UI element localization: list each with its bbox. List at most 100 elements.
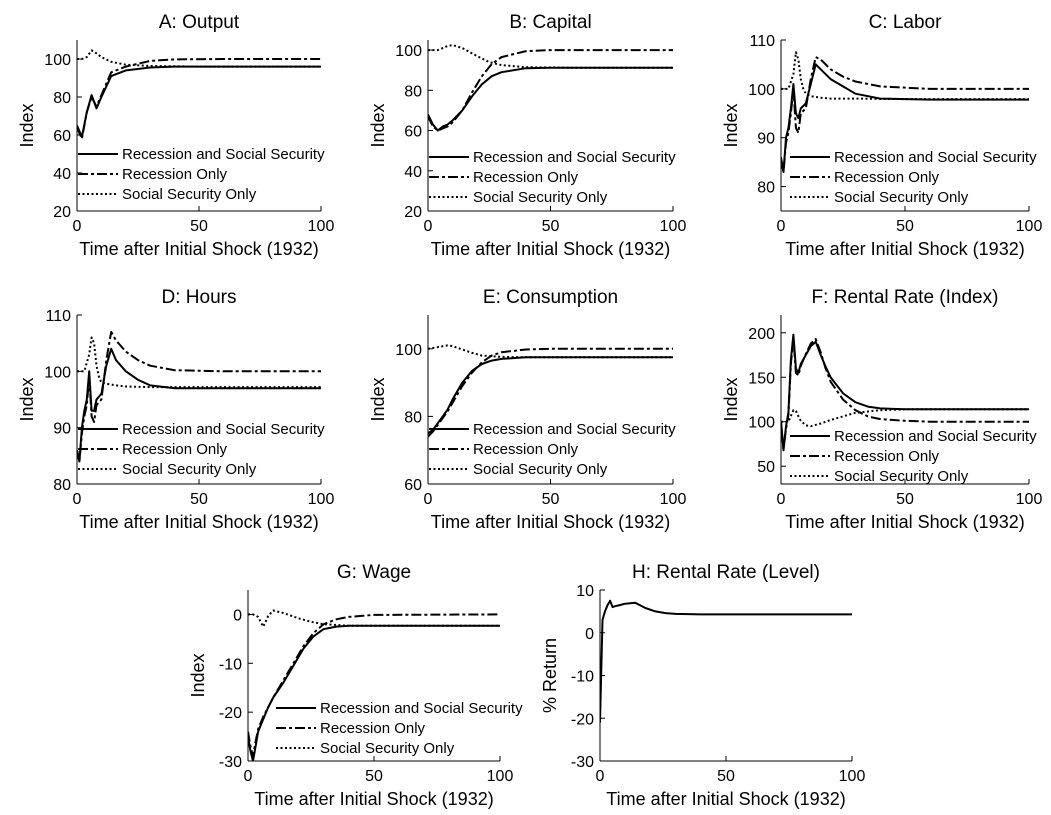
legend-label: Social Security Only bbox=[473, 461, 608, 478]
y-axis-label: Index bbox=[188, 653, 208, 697]
chart-panel-5: E: Consumption 0 50 100 60 80 100 Time after In… bbox=[368, 287, 686, 532]
series-line-3 bbox=[428, 44, 673, 69]
series-line-3 bbox=[77, 336, 321, 389]
y-tick-label: 60 bbox=[404, 477, 422, 494]
y-tick-label: 0 bbox=[585, 626, 594, 643]
chart-title: C: Labor bbox=[869, 12, 943, 33]
y-tick-label: 110 bbox=[45, 308, 71, 325]
x-tick-label: 0 bbox=[424, 491, 433, 508]
x-tick-label: 50 bbox=[542, 491, 560, 508]
y-tick-label: 100 bbox=[44, 364, 71, 381]
chart-title: A: Output bbox=[159, 12, 240, 33]
chart-panel-2: B: Capital 0 50 100 20 40 60 80 100 Time after In… bbox=[368, 12, 686, 259]
x-tick-label: 100 bbox=[839, 768, 866, 785]
y-tick-label: 80 bbox=[53, 477, 71, 494]
x-axis-label: Time after Initial Shock (1932) bbox=[79, 239, 318, 259]
y-tick-label: 90 bbox=[53, 421, 71, 438]
legend: Recession and Social Security Recession O… bbox=[790, 149, 1037, 206]
y-axis-label: Index bbox=[17, 103, 37, 147]
y-tick-label: 110 bbox=[749, 33, 775, 50]
legend-label: Recession and Social Security bbox=[122, 421, 325, 438]
legend-label: Social Security Only bbox=[473, 189, 608, 206]
x-tick-label: 100 bbox=[1016, 491, 1043, 508]
legend-label: Recession and Social Security bbox=[473, 421, 676, 438]
legend-label: Recession and Social Security bbox=[320, 700, 523, 717]
y-tick-label: -10 bbox=[219, 656, 242, 673]
legend-label: Recession and Social Security bbox=[834, 149, 1037, 166]
legend-label: Recession Only bbox=[320, 720, 426, 737]
legend: Recession and Social Security Recession O… bbox=[78, 421, 325, 478]
series-line-1 bbox=[77, 65, 321, 138]
x-axis-label: Time after Initial Shock (1932) bbox=[79, 512, 318, 532]
series-line-2 bbox=[781, 56, 1029, 173]
x-tick-label: 50 bbox=[190, 218, 208, 235]
y-tick-label: 60 bbox=[53, 128, 71, 145]
y-tick-label: -30 bbox=[571, 754, 594, 771]
x-tick-label: 50 bbox=[717, 768, 735, 785]
legend-label: Recession Only bbox=[834, 169, 940, 186]
y-tick-label: 80 bbox=[404, 83, 422, 100]
chart-panel-8: H: Rental Rate (Level) 0 50 100 -30 -20 -10 0 10… bbox=[540, 562, 865, 809]
x-tick-label: 50 bbox=[190, 491, 208, 508]
x-axis-label: Time after Initial Shock (1932) bbox=[785, 239, 1024, 259]
y-axis-label: Index bbox=[721, 377, 741, 421]
y-tick-label: 90 bbox=[757, 131, 775, 148]
series-line-1 bbox=[428, 66, 673, 132]
y-tick-label: 40 bbox=[404, 164, 422, 181]
x-tick-label: 100 bbox=[660, 218, 687, 235]
legend-label: Social Security Only bbox=[834, 189, 969, 206]
x-tick-label: 50 bbox=[896, 491, 914, 508]
chart-title: B: Capital bbox=[509, 12, 591, 33]
chart-panel-3: C: Labor 0 50 100 80 90 100 110 Time after Initi… bbox=[721, 12, 1042, 259]
legend-label: Recession Only bbox=[473, 441, 579, 458]
legend-label: Recession and Social Security bbox=[473, 149, 676, 166]
y-tick-label: 20 bbox=[404, 204, 422, 221]
x-tick-label: 0 bbox=[73, 218, 82, 235]
series-line-1 bbox=[600, 599, 852, 723]
x-tick-label: 0 bbox=[596, 768, 605, 785]
y-tick-label: 60 bbox=[404, 124, 422, 141]
series-line-3 bbox=[248, 609, 500, 628]
x-tick-label: 0 bbox=[777, 218, 786, 235]
series-line-2 bbox=[428, 49, 673, 132]
legend: Recession and Social Security Recession O… bbox=[78, 146, 325, 203]
legend: Recession and Social Security Recession O… bbox=[429, 149, 676, 206]
y-tick-label: -20 bbox=[219, 705, 242, 722]
y-tick-label: -20 bbox=[571, 711, 594, 728]
series-line-2 bbox=[77, 58, 321, 140]
y-tick-label: 100 bbox=[748, 415, 775, 432]
y-tick-label: 80 bbox=[404, 409, 422, 426]
y-tick-label: -10 bbox=[571, 669, 594, 686]
y-axis-label: Index bbox=[368, 103, 388, 147]
y-tick-label: 100 bbox=[395, 342, 422, 359]
y-tick-label: 80 bbox=[53, 90, 71, 107]
y-tick-label: 100 bbox=[44, 52, 71, 69]
x-tick-label: 0 bbox=[424, 218, 433, 235]
x-tick-label: 100 bbox=[1016, 218, 1043, 235]
legend: Recession and Social Security Recession O… bbox=[429, 421, 676, 478]
x-axis-label: Time after Initial Shock (1932) bbox=[606, 789, 845, 809]
legend-label: Social Security Only bbox=[834, 468, 969, 485]
chart-panel-1: A: Output 0 50 100 20 40 60 80 100 Time after Ini… bbox=[17, 12, 334, 259]
y-tick-label: -30 bbox=[219, 754, 242, 771]
series-line-3 bbox=[781, 51, 1029, 101]
x-tick-label: 100 bbox=[660, 491, 687, 508]
legend: Recession and Social Security Recession O… bbox=[276, 700, 523, 757]
x-tick-label: 0 bbox=[777, 491, 786, 508]
x-tick-label: 0 bbox=[73, 491, 82, 508]
legend-label: Social Security Only bbox=[122, 461, 257, 478]
y-axis-label: Index bbox=[17, 377, 37, 421]
series-line-3 bbox=[781, 408, 1029, 428]
y-tick-label: 0 bbox=[233, 607, 242, 624]
legend-label: Social Security Only bbox=[122, 186, 257, 203]
legend-label: Recession Only bbox=[122, 441, 228, 458]
x-tick-label: 100 bbox=[308, 491, 335, 508]
series-line-2 bbox=[77, 330, 321, 463]
x-tick-label: 100 bbox=[487, 768, 514, 785]
x-axis-label: Time after Initial Shock (1932) bbox=[431, 239, 670, 259]
legend-label: Recession Only bbox=[473, 169, 579, 186]
series-line-2 bbox=[781, 336, 1029, 452]
y-tick-label: 80 bbox=[757, 180, 775, 197]
